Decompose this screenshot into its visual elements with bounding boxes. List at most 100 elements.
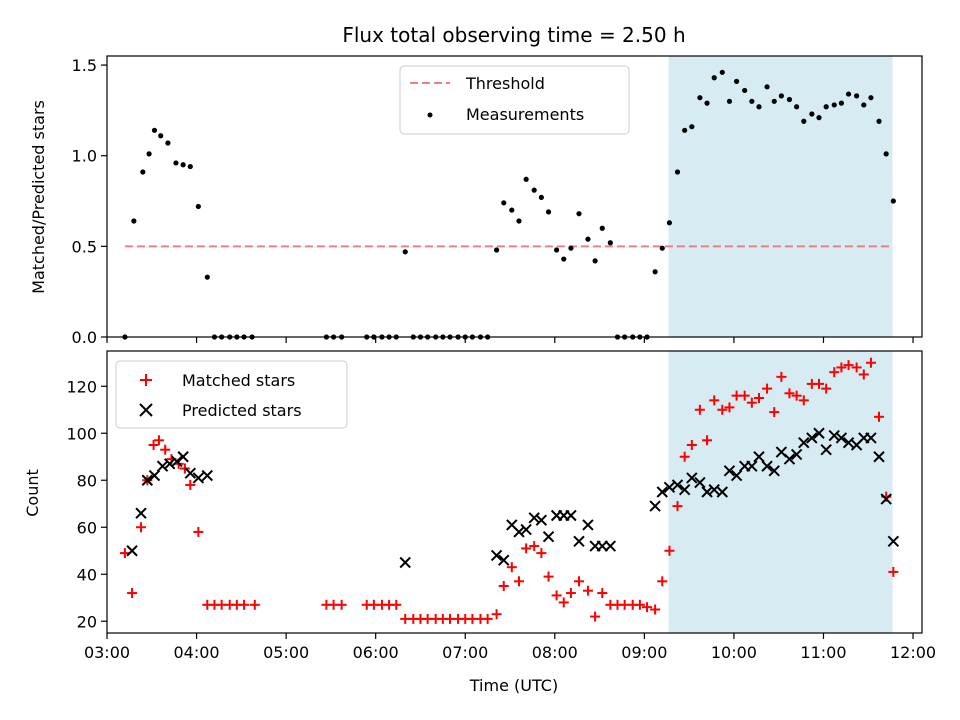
top-y-axis-label: Matched/Predicted stars [29,100,48,294]
bottom-ytick-label: 20 [77,612,97,631]
matched-point [491,609,502,620]
measurement-point [704,100,710,106]
predicted-point [141,474,154,486]
matched-point [814,378,825,389]
predicted-point [201,469,214,482]
predicted-point [520,523,532,536]
measurement-point [801,118,807,124]
matched-point [521,543,532,554]
matched-point [702,435,713,446]
matched-point [642,602,653,613]
matched-point [498,581,509,591]
predicted-point [768,465,780,477]
measurement-point [838,100,844,106]
predicted-point [656,486,668,498]
legend-measurements-marker [427,112,433,118]
matched-point [634,599,645,610]
predicted-point [798,436,810,449]
xtick-label: 12:00 [890,643,936,662]
chart-title: Flux total observing time = 2.50 h [342,23,685,47]
matched-point [694,404,705,415]
predicted-point [163,458,176,470]
xtick-label: 04:00 [174,643,220,662]
measurement-point [187,163,193,170]
predicted-point [813,427,825,439]
matched-point [506,562,517,573]
predicted-point [730,469,743,482]
measurement-point [674,169,681,175]
measurement-point [523,176,529,182]
predicted-point [663,481,676,494]
predicted-point [573,535,585,548]
predicted-point [513,526,525,538]
bottom-y-axis-label: Count [23,469,42,517]
measurement-point [809,111,815,117]
legend-predicted-label: Predicted stars [182,401,302,420]
measurement-point [861,102,867,108]
predicted-point [753,451,765,463]
xtick-label: 09:00 [621,643,667,662]
predicted-point [842,436,855,449]
matched-point [565,588,576,599]
xtick-label: 03:00 [84,643,130,662]
predicted-point [806,432,818,444]
xtick-label: 11:00 [800,643,846,662]
matched-point [650,604,661,615]
bottom-legend: Matched stars Predicted stars [115,360,348,429]
bottom-ytick-label: 40 [77,565,97,584]
matched-point [127,588,138,599]
legend-matched-label: Matched stars [182,371,295,390]
measurement-point [876,118,882,124]
predicted-point [649,500,661,512]
matched-point [858,369,869,380]
matched-point [558,597,569,608]
measurement-point [592,258,598,264]
series-matched-stars [119,357,899,624]
matched-point [657,576,668,587]
measurement-point [742,87,748,94]
matched-point [185,479,196,490]
matched-point [791,390,802,401]
measurement-point [719,69,725,75]
predicted-point [761,460,773,472]
series-predicted-stars [126,427,900,569]
predicted-point [490,549,503,562]
measurement-point [749,98,755,104]
predicted-point [873,451,885,463]
measurement-point [140,169,146,175]
bottom-panel: 20 40 60 80 100 120 03:00 04:00 05:00 06:00 07:00… [23,350,936,695]
predicted-point [135,507,147,519]
predicted-point [498,554,510,566]
measurement-point [816,115,822,121]
matched-point [119,548,130,559]
bottom-series-layer [119,357,900,624]
measurement-point [726,98,733,104]
legend-matched-marker [140,374,152,386]
measurement-point [652,269,658,275]
predicted-point [192,472,205,484]
x-axis-label: Time (UTC) [469,676,558,695]
top-ytick-label: 1.0 [72,147,97,166]
xtick-label: 10:00 [711,643,757,662]
matched-point [148,440,159,450]
measurement-point [854,93,860,99]
measurement-point [568,245,574,251]
matched-point [239,599,250,610]
measurement-point [734,78,740,84]
matched-point [672,501,683,512]
matched-point [391,599,402,610]
matched-point [664,545,675,556]
measurement-point [501,200,507,206]
measurement-point [689,124,695,130]
measurement-point [778,93,784,99]
measurement-point [195,203,201,210]
bottom-axes-frame [106,350,923,634]
legend-measurements-label: Measurements [466,105,584,124]
measurement-point [890,198,896,204]
matched-point [249,599,260,610]
measurement-point [666,220,673,226]
predicted-point [887,535,900,548]
matched-point [160,444,171,455]
measurement-point [697,95,703,101]
